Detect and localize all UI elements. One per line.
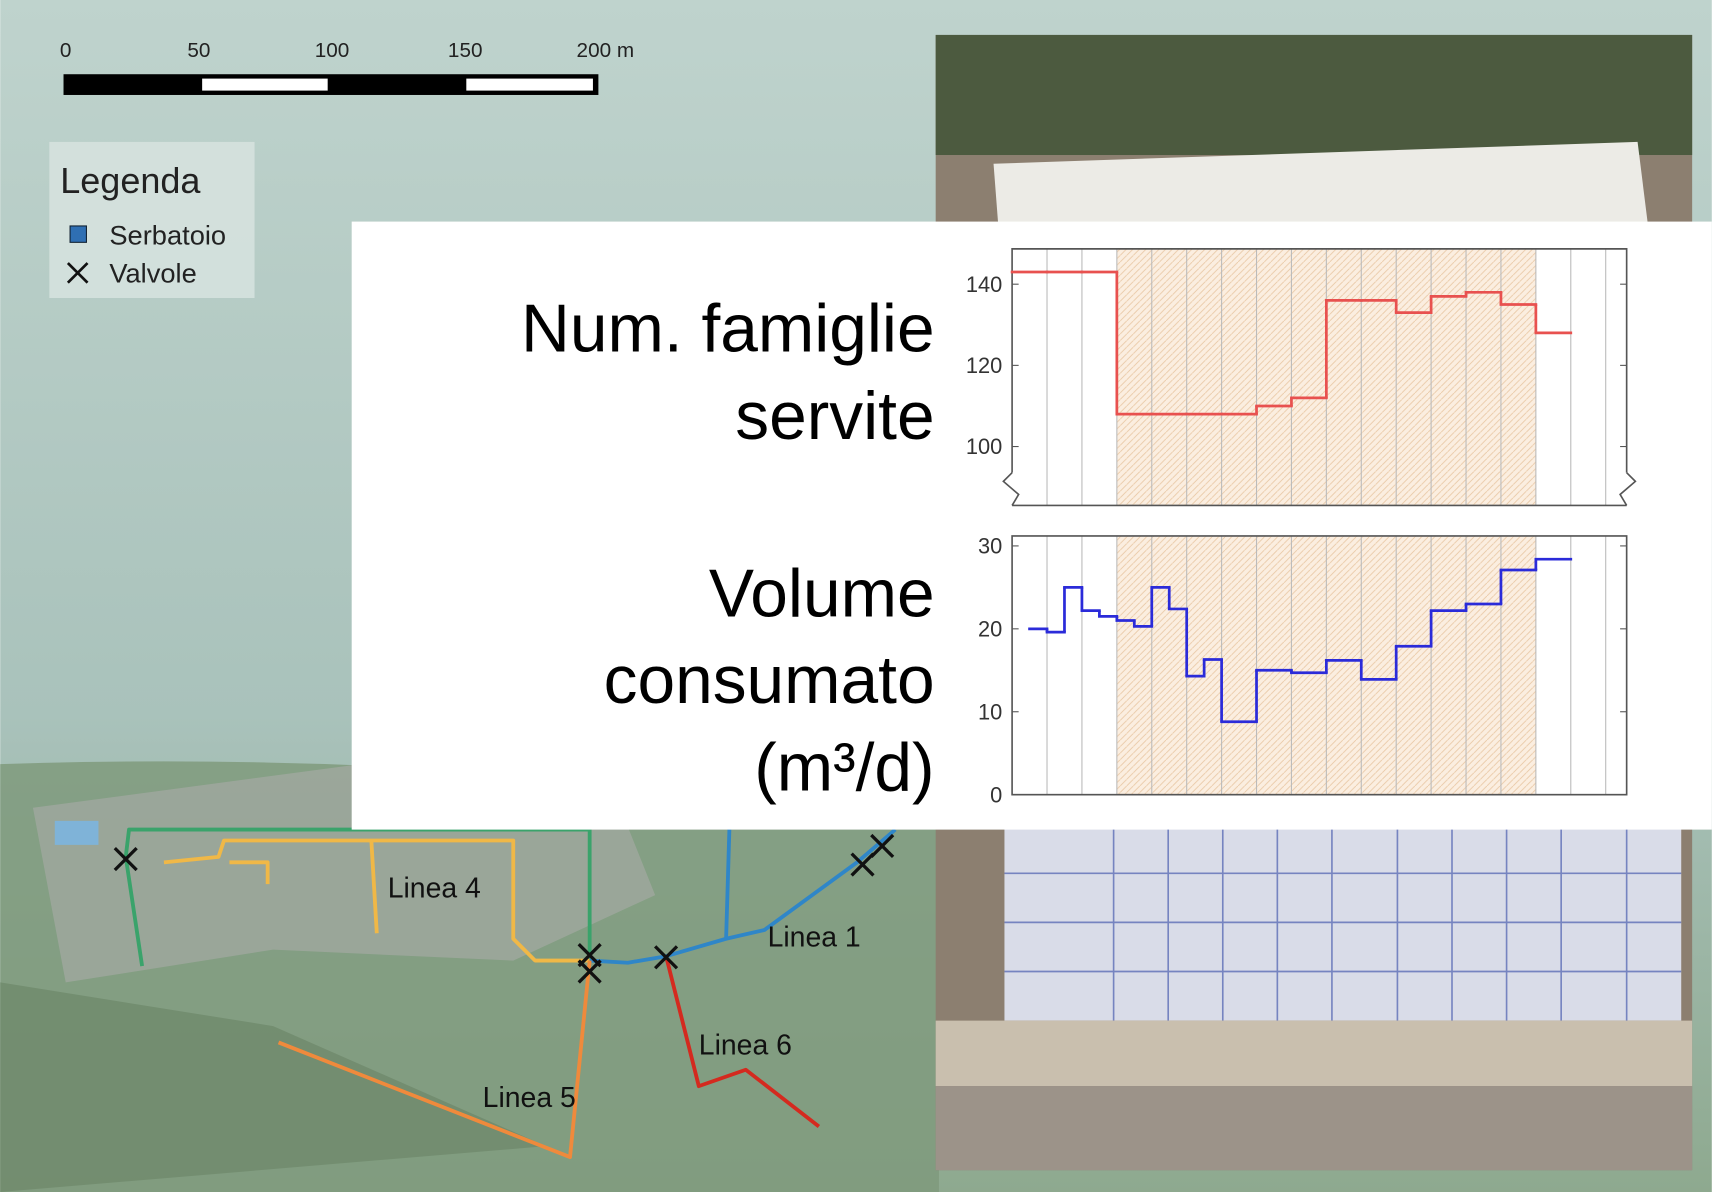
y-tick-label: 10	[978, 699, 1002, 724]
line-label: Linea 1	[768, 921, 861, 953]
scale-label: 50	[187, 39, 210, 62]
legend-item: Valvole	[109, 258, 196, 289]
chart-label: (m³/d)	[754, 730, 934, 805]
y-tick-label: 120	[966, 353, 1002, 378]
chart-label: Num. famiglie	[521, 291, 935, 366]
axis-frame	[1011, 248, 1628, 507]
scale-label: 100	[315, 39, 350, 62]
y-tick-label: 100	[966, 434, 1002, 459]
scale-label: 200 m	[577, 39, 635, 62]
axis-frame	[1011, 535, 1628, 796]
step-connector	[1045, 559, 1538, 722]
chart-label: servite	[735, 379, 934, 454]
chart-label: Volume	[709, 557, 935, 632]
y-tick-label: 0	[990, 782, 1002, 807]
line-label: Linea 6	[699, 1029, 792, 1061]
legend-title: Legenda	[60, 160, 201, 201]
y-tick-label: 30	[978, 534, 1002, 559]
chart-label: consumato	[604, 643, 935, 718]
axis-break	[1002, 472, 1637, 506]
line-label: Linea 5	[483, 1082, 576, 1114]
step-connector	[1115, 272, 1538, 415]
legend-item: Serbatoio	[109, 220, 226, 251]
y-tick-label: 140	[966, 272, 1002, 297]
y-tick-label: 20	[978, 616, 1002, 641]
line-label: Linea 4	[388, 872, 481, 904]
scale-label: 0	[60, 39, 72, 62]
scale-label: 150	[448, 39, 483, 62]
